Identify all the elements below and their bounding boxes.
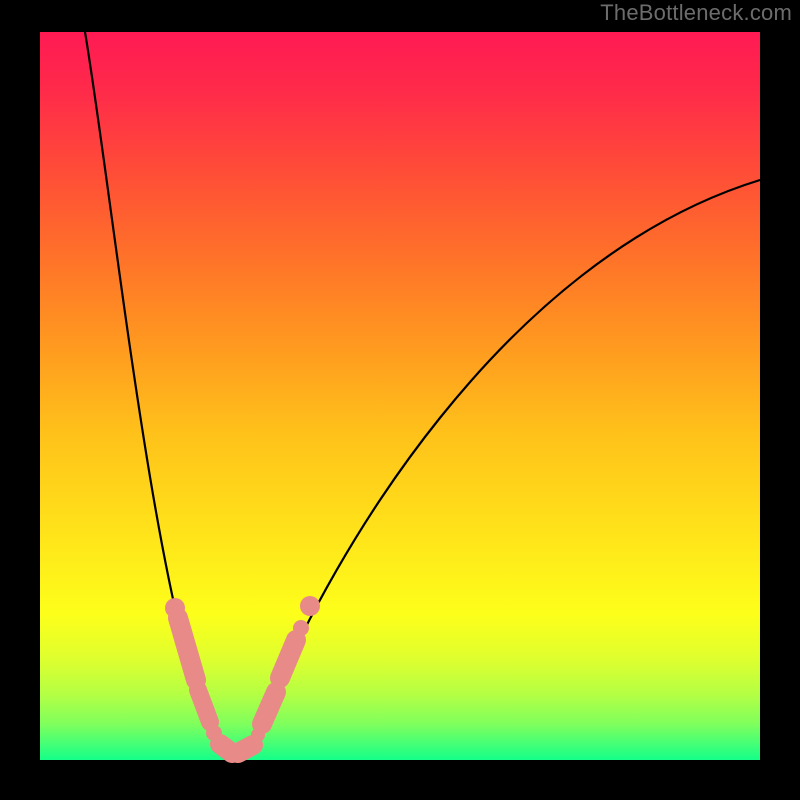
watermark-text: TheBottleneck.com bbox=[600, 0, 792, 26]
bottleneck-chart bbox=[0, 0, 800, 800]
chart-container: TheBottleneck.com bbox=[0, 0, 800, 800]
